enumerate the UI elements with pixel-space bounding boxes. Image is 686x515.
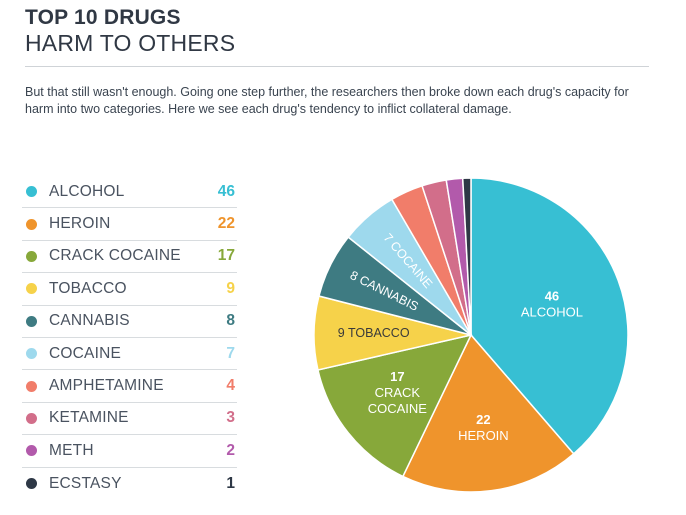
legend-dot [26, 218, 37, 230]
legend-label: HEROIN [49, 215, 111, 233]
slice-label-text: 17 [390, 369, 404, 384]
legend-label: ALCOHOL [49, 182, 125, 200]
legend-label: AMPHETAMINE [49, 377, 164, 395]
divider [25, 66, 649, 67]
legend-item: CRACK COCAINE 17 [22, 241, 237, 274]
legend-dot [26, 478, 37, 490]
legend-value: 1 [226, 474, 235, 492]
legend-value: 22 [217, 215, 235, 233]
legend-item: TOBACCO 9 [22, 273, 237, 306]
legend-item: CANNABIS 8 [22, 306, 237, 338]
slice-label-text: COCAINE [368, 401, 428, 416]
legend-dot [26, 186, 37, 198]
legend-value: 4 [226, 377, 235, 395]
slice-label-tobacco: 9 TOBACCO [338, 326, 410, 340]
legend-value: 8 [226, 312, 235, 330]
legend-value: 46 [217, 182, 235, 200]
legend-item: METH 2 [22, 435, 237, 468]
legend-value: 7 [226, 344, 235, 362]
slice-label-text: 22 [476, 412, 490, 427]
pie-slice-heroin [401, 333, 575, 493]
legend-label: KETAMINE [49, 409, 129, 427]
legend-label: TOBACCO [49, 279, 127, 297]
slice-label-text: CRACK [375, 385, 421, 400]
legend: ALCOHOL 46 HEROIN 22 CRACK COCAINE 17 TOBAC… [22, 176, 237, 500]
legend-item: ECSTASY 1 [22, 468, 237, 500]
description-text: But that still wasn't enough. Going one … [25, 85, 629, 116]
legend-label: COCAINE [49, 344, 122, 362]
legend-dot [26, 348, 37, 360]
slice-label-text: 9 TOBACCO [338, 326, 410, 340]
legend-item: AMPHETAMINE 4 [22, 370, 237, 403]
legend-label: CANNABIS [49, 312, 130, 330]
legend-dot [26, 315, 37, 327]
legend-value: 3 [226, 409, 235, 427]
legend-dot [26, 283, 37, 295]
slice-label-text: 46 [545, 288, 559, 303]
legend-label: METH [49, 441, 94, 459]
legend-dot [26, 445, 37, 457]
pie-slice-ecstasy [461, 177, 472, 336]
page-title: TOP 10 DRUGS [25, 6, 181, 29]
page-subtitle: HARM TO OTHERS [25, 30, 236, 56]
legend-item: KETAMINE 3 [22, 403, 237, 436]
legend-item: HEROIN 22 [22, 208, 237, 241]
pie-slice-crack-cocaine [317, 333, 473, 478]
legend-dot [26, 412, 37, 424]
legend-value: 9 [226, 279, 235, 297]
slice-label-text: HEROIN [458, 428, 509, 443]
legend-item: COCAINE 7 [22, 338, 237, 371]
legend-label: CRACK COCAINE [49, 247, 181, 265]
legend-label: ECSTASY [49, 474, 122, 492]
legend-dot [26, 250, 37, 262]
slice-label-text: ALCOHOL [521, 304, 583, 319]
legend-dot [26, 380, 37, 392]
legend-value: 17 [217, 247, 235, 265]
legend-item: ALCOHOL 46 [22, 176, 237, 209]
legend-value: 2 [226, 441, 235, 459]
pie-slice-alcohol [470, 177, 629, 455]
